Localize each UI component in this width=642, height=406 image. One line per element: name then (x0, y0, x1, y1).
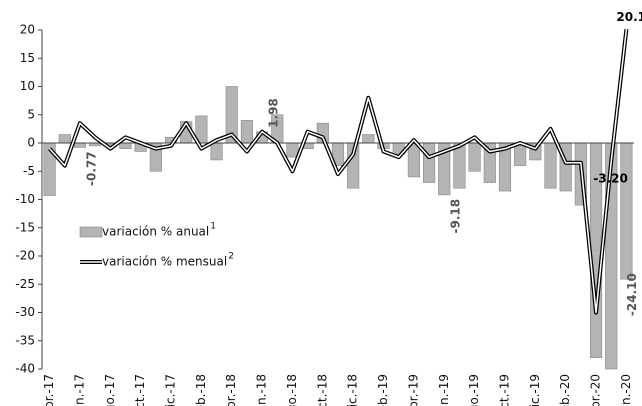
data-label: 1.98 (267, 98, 281, 128)
line (49, 29, 628, 314)
x-tick-label: jun.-17 (72, 374, 86, 406)
y-tick-label: 20 (20, 23, 35, 37)
bar (544, 142, 557, 189)
x-tick-label: ago.-19 (467, 374, 481, 406)
bar (210, 142, 223, 161)
bar (58, 134, 71, 144)
bar (453, 142, 466, 189)
line-outline (48, 29, 629, 315)
legend-label: variación % mensual (102, 255, 227, 269)
x-tick-label: abr.-17 (42, 374, 56, 406)
x-tick-label: oct.-17 (133, 374, 147, 406)
legend-superscript: 2 (228, 252, 234, 262)
data-label: -24.10 (625, 273, 639, 316)
x-tick-label: abr.-19 (406, 374, 420, 406)
y-tick-label: -40 (15, 362, 35, 376)
data-label: -9.18 (449, 199, 463, 234)
x-tick-label: dic.-19 (528, 374, 542, 406)
x-tick-label: jun.-18 (255, 374, 269, 406)
x-tick-label: oct.-19 (497, 374, 511, 406)
x-tick-label: feb.-20 (558, 374, 572, 406)
bar (119, 142, 132, 149)
data-label: 20.13 (616, 10, 642, 24)
x-tick-label: ago.-18 (285, 374, 299, 406)
bar (423, 142, 436, 183)
x-tick-label: oct.-18 (315, 374, 329, 406)
legend-label: variación % anual (102, 225, 209, 239)
y-tick-label: -10 (15, 192, 35, 206)
bar (620, 142, 633, 280)
data-label: -0.77 (84, 151, 98, 186)
bar (73, 142, 87, 148)
legend-superscript: 1 (210, 222, 216, 232)
data-label: -3.20 (593, 172, 628, 186)
y-tick-label: -15 (15, 220, 35, 234)
x-tick-label: feb.-19 (376, 374, 390, 406)
x-tick-label: abr.-20 (589, 374, 603, 406)
x-tick-label: jun.-20 (619, 374, 633, 406)
y-tick-label: 5 (27, 107, 35, 121)
y-tick-label: 0 (27, 136, 35, 150)
y-tick-label: -25 (15, 277, 35, 291)
x-tick-label: abr.-18 (224, 374, 238, 406)
bar (362, 134, 375, 144)
x-tick-label: feb.-18 (194, 374, 208, 406)
legend-swatch (79, 226, 103, 238)
y-tick-label: 15 (20, 51, 35, 65)
x-tick-label: jun.-19 (437, 374, 451, 406)
y-tick-label: -20 (15, 249, 35, 263)
y-tick-label: -35 (15, 333, 35, 347)
bar (407, 142, 420, 178)
bar (286, 142, 299, 158)
bar (240, 120, 253, 144)
y-tick-label: 10 (20, 79, 35, 93)
x-tick-label: dic.-17 (164, 374, 178, 406)
y-tick-label: -5 (23, 164, 35, 178)
x-tick-label: dic.-18 (346, 374, 360, 406)
y-tick-label: -30 (15, 305, 35, 319)
bar (468, 142, 481, 172)
x-tick-label: ago.-17 (103, 374, 117, 406)
